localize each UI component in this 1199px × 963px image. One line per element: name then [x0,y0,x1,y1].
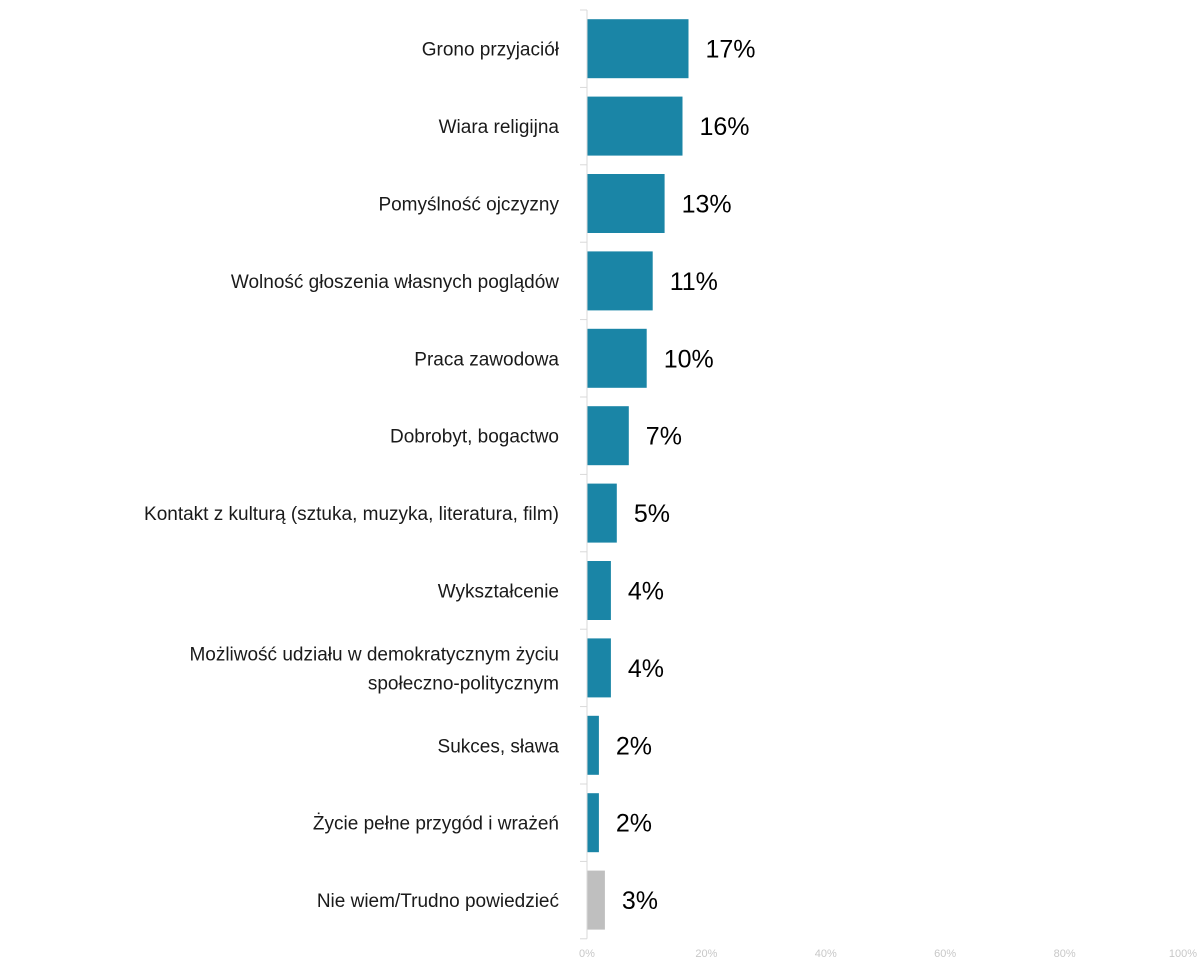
data-label: 7% [646,423,682,451]
category-label: Grono przyjaciół [422,40,560,61]
bar [587,406,629,466]
data-label: 17% [706,36,756,64]
bar [587,793,599,853]
x-tick-label: 40% [815,948,837,960]
category-label: Sukces, sława [438,736,560,757]
bars-layer [587,19,689,930]
data-label: 13% [682,191,732,219]
category-label: Wykształcenie [438,582,559,603]
category-label: Kontakt z kulturą (sztuka, muzyka, liter… [144,504,559,525]
bar [587,251,653,311]
category-labels: Grono przyjaciół Wiara religijna Pomyślnoś… [144,40,560,912]
bar [587,870,605,930]
category-label: Praca zawodowa [414,349,559,370]
category-label: Wiara religijna [439,117,560,138]
data-label: 3% [622,887,658,915]
data-label: 4% [628,655,664,683]
bar [587,638,611,698]
x-tick-label: 20% [695,948,717,960]
x-tick-label: 0% [579,948,595,960]
data-label: 10% [664,345,714,373]
category-label: Możliwość udziału w demokratycznym życiu… [189,644,559,694]
data-label: 16% [700,113,750,141]
data-label: 11% [670,268,718,296]
category-label: Wolność głoszenia własnych poglądów [231,272,559,293]
x-tick-label: 60% [934,948,956,960]
category-label: Życie pełne przygód i wrażeń [313,814,559,835]
x-tick-label: 80% [1054,948,1076,960]
data-label: 4% [628,578,664,606]
bar [587,328,647,388]
bar [587,483,617,543]
bar [587,174,665,233]
category-label: Pomyślność ojczyzny [378,195,559,216]
category-label: Dobrobyt, bogactwo [390,427,559,448]
data-label: 5% [634,500,670,528]
bar [587,715,599,775]
x-axis-tick-labels: 0% 20% 40% 60% 80% 100% [579,948,1197,960]
category-axis [580,9,588,940]
x-tick-label: 100% [1169,948,1197,960]
bar [587,561,611,620]
bar [587,96,683,156]
category-label: Nie wiem/Trudno powiedzieć [317,891,559,912]
value-labels: 17% 16% 13% 11% 10% 7% 5% 4% 4% 2% 2% 3% [616,36,756,915]
data-label: 2% [616,732,652,760]
data-label: 2% [616,810,652,838]
bar [587,19,689,79]
